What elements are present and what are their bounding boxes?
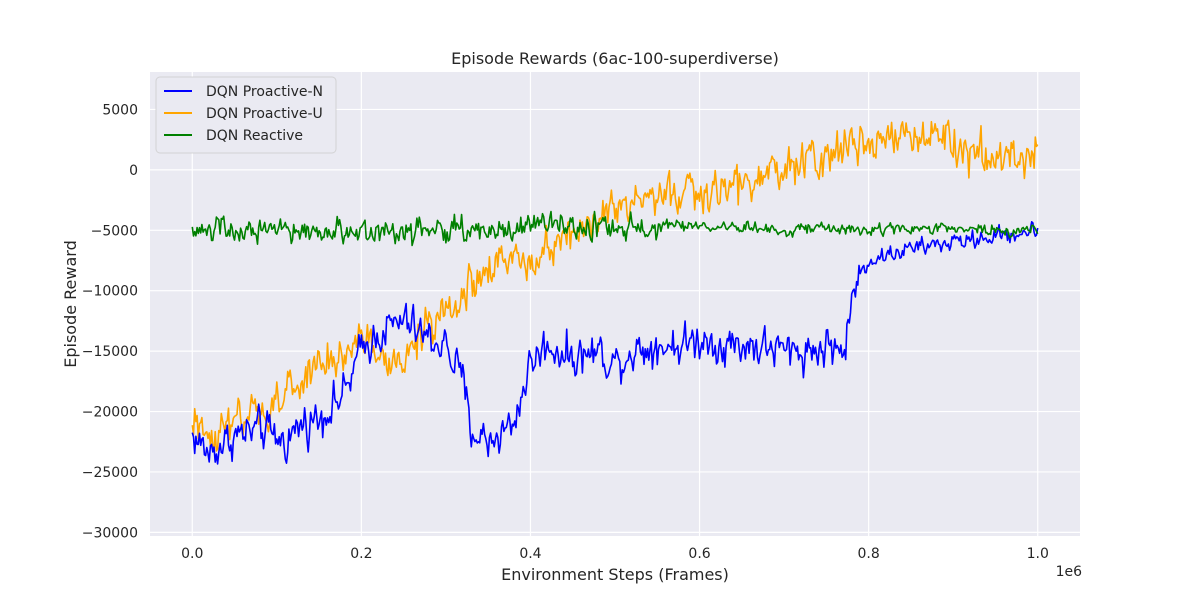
series-line-proactive-u (191, 119, 1039, 453)
chart-title: Episode Rewards (6ac-100-superdiverse) (451, 49, 779, 68)
x-tick-label: 0.2 (350, 546, 372, 562)
tick-labels: 0.0 0.2 0.4 0.6 0.8 1.0 5000 0 −5000 −10000 −15000… (82, 102, 1049, 562)
y-tick-label: 5000 (102, 102, 138, 118)
y-tick-label: −30000 (82, 525, 138, 541)
legend-box (155, 76, 337, 154)
x-tick-label: 0.0 (181, 546, 203, 562)
y-tick-label: 0 (129, 163, 138, 179)
y-axis-label: Episode Reward (61, 240, 80, 368)
x-axis-offset-label: 1e6 (1056, 564, 1083, 580)
y-tick-label: −15000 (82, 344, 138, 360)
x-axis-label: Environment Steps (Frames) (501, 565, 729, 584)
series-line-reactive (191, 210, 1039, 247)
series-lines (191, 119, 1039, 465)
x-tick-label: 0.4 (519, 546, 541, 562)
legend: DQN Proactive-N DQN Proactive-U DQN Reac… (155, 76, 337, 154)
legend-label-proactive-n: DQN Proactive-N (206, 84, 323, 100)
legend-label-proactive-u: DQN Proactive-U (206, 106, 323, 122)
series-line-proactive-n (191, 221, 1039, 465)
y-tick-label: −5000 (91, 223, 138, 239)
x-tick-label: 0.8 (858, 546, 880, 562)
legend-label-reactive: DQN Reactive (206, 128, 303, 144)
y-tick-label: −10000 (82, 284, 138, 300)
y-tick-label: −25000 (82, 465, 138, 481)
x-tick-label: 0.6 (688, 546, 710, 562)
x-tick-label: 1.0 (1027, 546, 1049, 562)
y-tick-label: −20000 (82, 405, 138, 421)
